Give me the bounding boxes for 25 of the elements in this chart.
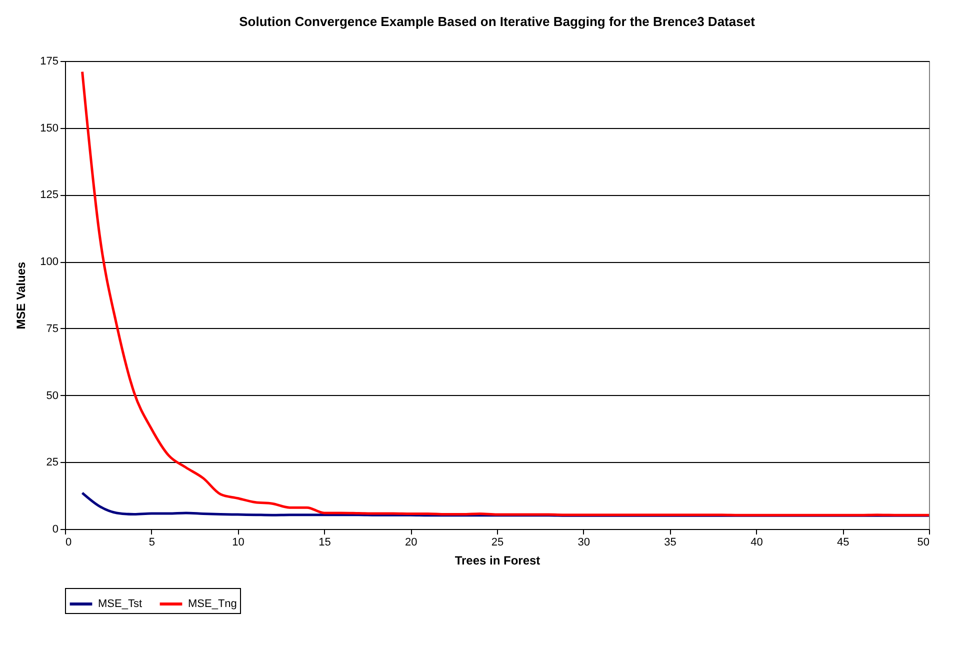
x-tick-label: 35 — [664, 536, 676, 548]
x-tick-label: 10 — [232, 536, 244, 548]
x-tick-label: 50 — [917, 536, 930, 548]
x-tick-label: 20 — [404, 536, 418, 548]
x-axis-title: Trees in Forest — [454, 554, 540, 568]
x-tick-label: 0 — [66, 536, 72, 548]
legend-label: MSE_Tst — [98, 598, 142, 610]
y-tick-label: 0 — [52, 524, 58, 536]
y-axis-title: MSE Values — [14, 261, 28, 330]
chart-title: Solution Convergence Example Based on Iterative Bagging for the Brence3 Dataset — [239, 14, 756, 29]
y-tick-label: 150 — [40, 122, 58, 134]
y-tick-label: 100 — [40, 256, 58, 268]
x-tick-label: 30 — [578, 536, 590, 548]
legend-label: MSE_Tng — [188, 598, 237, 610]
x-tick-label: 40 — [750, 536, 763, 548]
y-tick-label: 50 — [46, 390, 58, 402]
x-tick-label: 45 — [836, 536, 850, 548]
x-tick-label: 25 — [491, 536, 504, 548]
x-tick-label: 5 — [148, 536, 155, 548]
y-tick-label: 175 — [40, 56, 58, 68]
y-tick-label: 125 — [40, 189, 58, 202]
line-series — [81, 70, 930, 516]
y-tick-label: 25 — [46, 456, 58, 469]
y-tick-label: 75 — [46, 322, 58, 335]
x-tick-label: 15 — [318, 536, 331, 548]
